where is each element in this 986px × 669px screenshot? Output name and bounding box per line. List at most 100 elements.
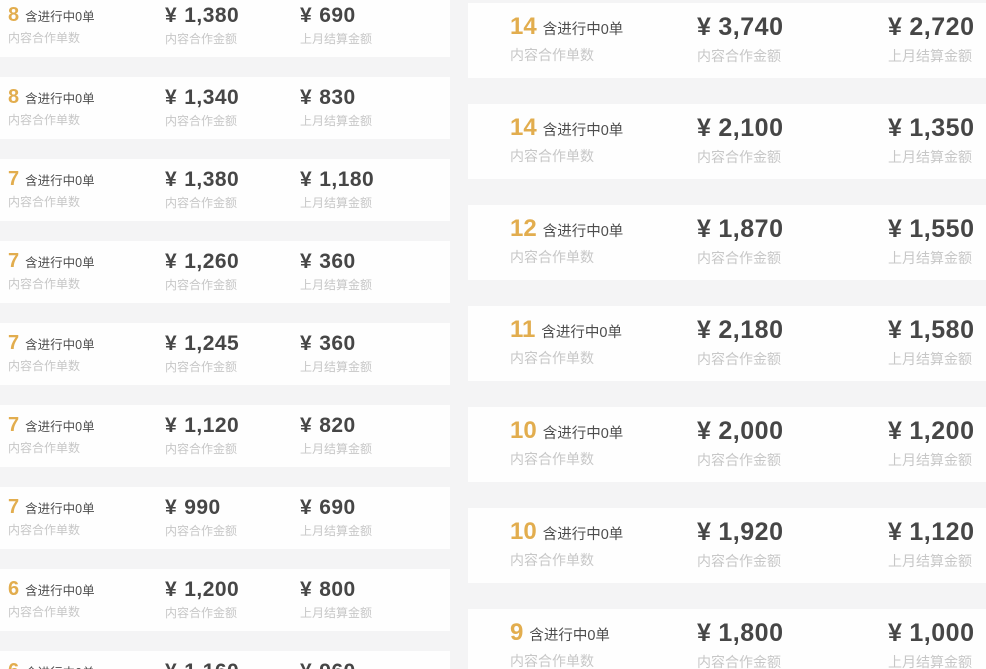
settlement-amount-value: 360 xyxy=(319,250,356,273)
cooperation-stat-row[interactable]: 8 含进行中0单 内容合作单数 ¥1,340 内容合作金额 ¥830 上月结算金… xyxy=(0,77,450,139)
settlement-amount-cell: ¥690 上月结算金额 xyxy=(300,5,444,45)
settlement-amount-cell: ¥1,200 上月结算金额 xyxy=(888,419,978,468)
settlement-amount-label: 上月结算金额 xyxy=(888,48,972,64)
cooperation-stat-row[interactable]: 9 含进行中0单 内容合作单数 ¥1,800 内容合作金额 ¥1,000 上月结… xyxy=(468,609,986,669)
settlement-amount-value: 960 xyxy=(319,661,356,669)
cooperation-amount-value: 1,160 xyxy=(184,661,239,669)
yen-symbol: ¥ xyxy=(888,114,903,142)
cooperation-stat-row[interactable]: 10 含进行中0单 内容合作单数 ¥1,920 内容合作金额 ¥1,120 上月… xyxy=(468,508,986,583)
cooperation-stat-row[interactable]: 8 含进行中0单 内容合作单数 ¥1,380 内容合作金额 ¥690 上月结算金… xyxy=(0,0,450,57)
order-count-value: 7 xyxy=(8,496,20,518)
yen-symbol: ¥ xyxy=(165,661,177,669)
settlement-amount-value: 820 xyxy=(319,414,356,437)
settlement-amount-value: 690 xyxy=(319,496,356,519)
settlement-amount-label: 上月结算金额 xyxy=(300,606,373,620)
order-count-value: 8 xyxy=(8,4,20,26)
settlement-amount-cell: ¥830 上月结算金额 xyxy=(300,87,444,127)
cooperation-amount-cell: ¥1,380 内容合作金额 xyxy=(165,5,300,45)
order-count-label: 内容合作单数 xyxy=(8,195,81,209)
settlement-amount-label: 上月结算金额 xyxy=(888,250,972,266)
cooperation-stat-row[interactable]: 11 含进行中0单 内容合作单数 ¥2,180 内容合作金额 ¥1,580 上月… xyxy=(468,306,986,381)
yen-symbol: ¥ xyxy=(697,417,712,445)
settlement-amount-value: 1,000 xyxy=(909,619,975,647)
cooperation-amount-cell: ¥2,100 内容合作金额 xyxy=(697,114,888,165)
cooperation-amount-cell: ¥1,340 内容合作金额 xyxy=(165,87,300,127)
order-count-value: 7 xyxy=(8,414,20,436)
cooperation-amount-cell: ¥1,245 内容合作金额 xyxy=(165,333,300,373)
cooperation-amount-value: 2,100 xyxy=(718,114,784,142)
yen-symbol: ¥ xyxy=(300,332,313,355)
order-count-cell: 8 含进行中0单 内容合作单数 xyxy=(8,5,165,45)
order-count-cell: 12 含进行中0单 内容合作单数 xyxy=(510,217,697,265)
in-progress-suffix: 含进行中0单 xyxy=(25,338,95,352)
order-count-label: 内容合作单数 xyxy=(510,249,594,265)
cooperation-amount-value: 2,000 xyxy=(718,417,784,445)
yen-symbol: ¥ xyxy=(300,250,313,273)
order-count-value: 8 xyxy=(8,86,20,108)
in-progress-suffix: 含进行中0单 xyxy=(25,667,94,669)
order-count-cell: 10 含进行中0单 内容合作单数 xyxy=(510,520,697,568)
in-progress-suffix: 含进行中0单 xyxy=(25,584,95,598)
cooperation-stat-row[interactable]: 14 含进行中0单 内容合作单数 ¥2,100 内容合作金额 ¥1,350 上月… xyxy=(468,104,986,179)
cooperation-stat-row[interactable]: 7 含进行中0单 内容合作单数 ¥990 内容合作金额 ¥690 上月结算金额 xyxy=(0,487,450,549)
yen-symbol: ¥ xyxy=(888,518,903,546)
cooperation-amount-value: 1,380 xyxy=(184,168,240,191)
yen-symbol: ¥ xyxy=(300,414,313,437)
order-count-cell: 14 含进行中0单 内容合作单数 xyxy=(510,116,697,164)
yen-symbol: ¥ xyxy=(165,168,178,191)
cooperation-amount-cell: ¥1,260 内容合作金额 xyxy=(165,251,300,291)
settlement-amount-label: 上月结算金额 xyxy=(300,524,373,538)
cooperation-amount-value: 1,870 xyxy=(718,215,784,243)
cooperation-amount-label: 内容合作金额 xyxy=(165,524,238,538)
settlement-amount-cell: ¥360 上月结算金额 xyxy=(300,251,444,291)
cooperation-stat-row[interactable]: 6 含进行中0单 内容合作单数 ¥1,160 内容合作金额 ¥960 上月结算金… xyxy=(0,651,450,669)
settlement-amount-value: 1,580 xyxy=(909,316,975,344)
cooperation-amount-label: 内容合作金额 xyxy=(165,360,238,374)
order-count-cell: 11 含进行中0单 内容合作单数 xyxy=(510,318,697,366)
settlement-amount-cell: ¥1,180 上月结算金额 xyxy=(300,169,444,209)
cooperation-amount-label: 内容合作金额 xyxy=(697,553,781,569)
cooperation-stat-row[interactable]: 7 含进行中0单 内容合作单数 ¥1,260 内容合作金额 ¥360 上月结算金… xyxy=(0,241,450,303)
yen-symbol: ¥ xyxy=(300,4,313,27)
yen-symbol: ¥ xyxy=(888,13,903,41)
cooperation-amount-value: 1,120 xyxy=(184,414,240,437)
settlement-amount-label: 上月结算金额 xyxy=(300,32,373,46)
cooperation-stat-row[interactable]: 7 含进行中0单 内容合作单数 ¥1,380 内容合作金额 ¥1,180 上月结… xyxy=(0,159,450,221)
settlement-amount-cell: ¥1,120 上月结算金额 xyxy=(888,518,978,569)
cooperation-stat-row[interactable]: 7 含进行中0单 内容合作单数 ¥1,245 内容合作金额 ¥360 上月结算金… xyxy=(0,323,450,385)
settlement-amount-label: 上月结算金额 xyxy=(300,360,373,374)
cooperation-amount-label: 内容合作金额 xyxy=(165,114,238,128)
order-count-cell: 6 含进行中0单 内容合作单数 xyxy=(8,661,165,669)
order-count-cell: 14 含进行中0单 内容合作单数 xyxy=(510,15,697,63)
order-count-label: 内容合作单数 xyxy=(8,277,81,291)
settlement-amount-value: 1,550 xyxy=(909,215,975,243)
cooperation-stat-row[interactable]: 14 含进行中0单 内容合作单数 ¥3,740 内容合作金额 ¥2,720 上月… xyxy=(468,3,986,78)
settlement-amount-label: 上月结算金额 xyxy=(888,452,972,468)
cooperation-amount-value: 1,340 xyxy=(184,86,240,109)
order-count-cell: 6 含进行中0单 内容合作单数 xyxy=(8,579,165,619)
yen-symbol: ¥ xyxy=(165,86,178,109)
order-count-cell: 7 含进行中0单 内容合作单数 xyxy=(8,497,165,537)
cooperation-stat-row[interactable]: 10 含进行中0单 内容合作单数 ¥2,000 内容合作金额 ¥1,200 上月… xyxy=(468,407,986,482)
cooperation-amount-label: 内容合作金额 xyxy=(697,149,781,165)
cooperation-stat-row[interactable]: 7 含进行中0单 内容合作单数 ¥1,120 内容合作金额 ¥820 上月结算金… xyxy=(0,405,450,467)
order-count-cell: 7 含进行中0单 内容合作单数 xyxy=(8,251,165,291)
yen-symbol: ¥ xyxy=(300,168,313,191)
order-count-value: 10 xyxy=(510,518,537,545)
cooperation-stat-row[interactable]: 12 含进行中0单 内容合作单数 ¥1,870 内容合作金额 ¥1,550 上月… xyxy=(468,205,986,280)
order-count-value: 14 xyxy=(510,114,537,141)
order-count-cell: 7 含进行中0单 内容合作单数 xyxy=(8,415,165,455)
cooperation-amount-value: 990 xyxy=(184,496,221,519)
cooperation-amount-label: 内容合作金额 xyxy=(697,452,781,468)
yen-symbol: ¥ xyxy=(697,316,712,344)
cooperation-amount-value: 1,200 xyxy=(184,578,240,601)
order-count-label: 内容合作单数 xyxy=(8,523,81,537)
settlement-amount-label: 上月结算金额 xyxy=(888,149,972,165)
yen-symbol: ¥ xyxy=(165,4,178,27)
cooperation-amount-cell: ¥1,380 内容合作金额 xyxy=(165,169,300,209)
in-progress-suffix: 含进行中0单 xyxy=(542,22,624,38)
cooperation-amount-label: 内容合作金额 xyxy=(165,196,238,210)
cooperation-stat-row[interactable]: 6 含进行中0单 内容合作单数 ¥1,200 内容合作金额 ¥800 上月结算金… xyxy=(0,569,450,631)
order-count-cell: 10 含进行中0单 内容合作单数 xyxy=(510,419,697,467)
stats-panel-left: 8 含进行中0单 内容合作单数 ¥1,380 内容合作金额 ¥690 上月结算金… xyxy=(0,0,450,669)
